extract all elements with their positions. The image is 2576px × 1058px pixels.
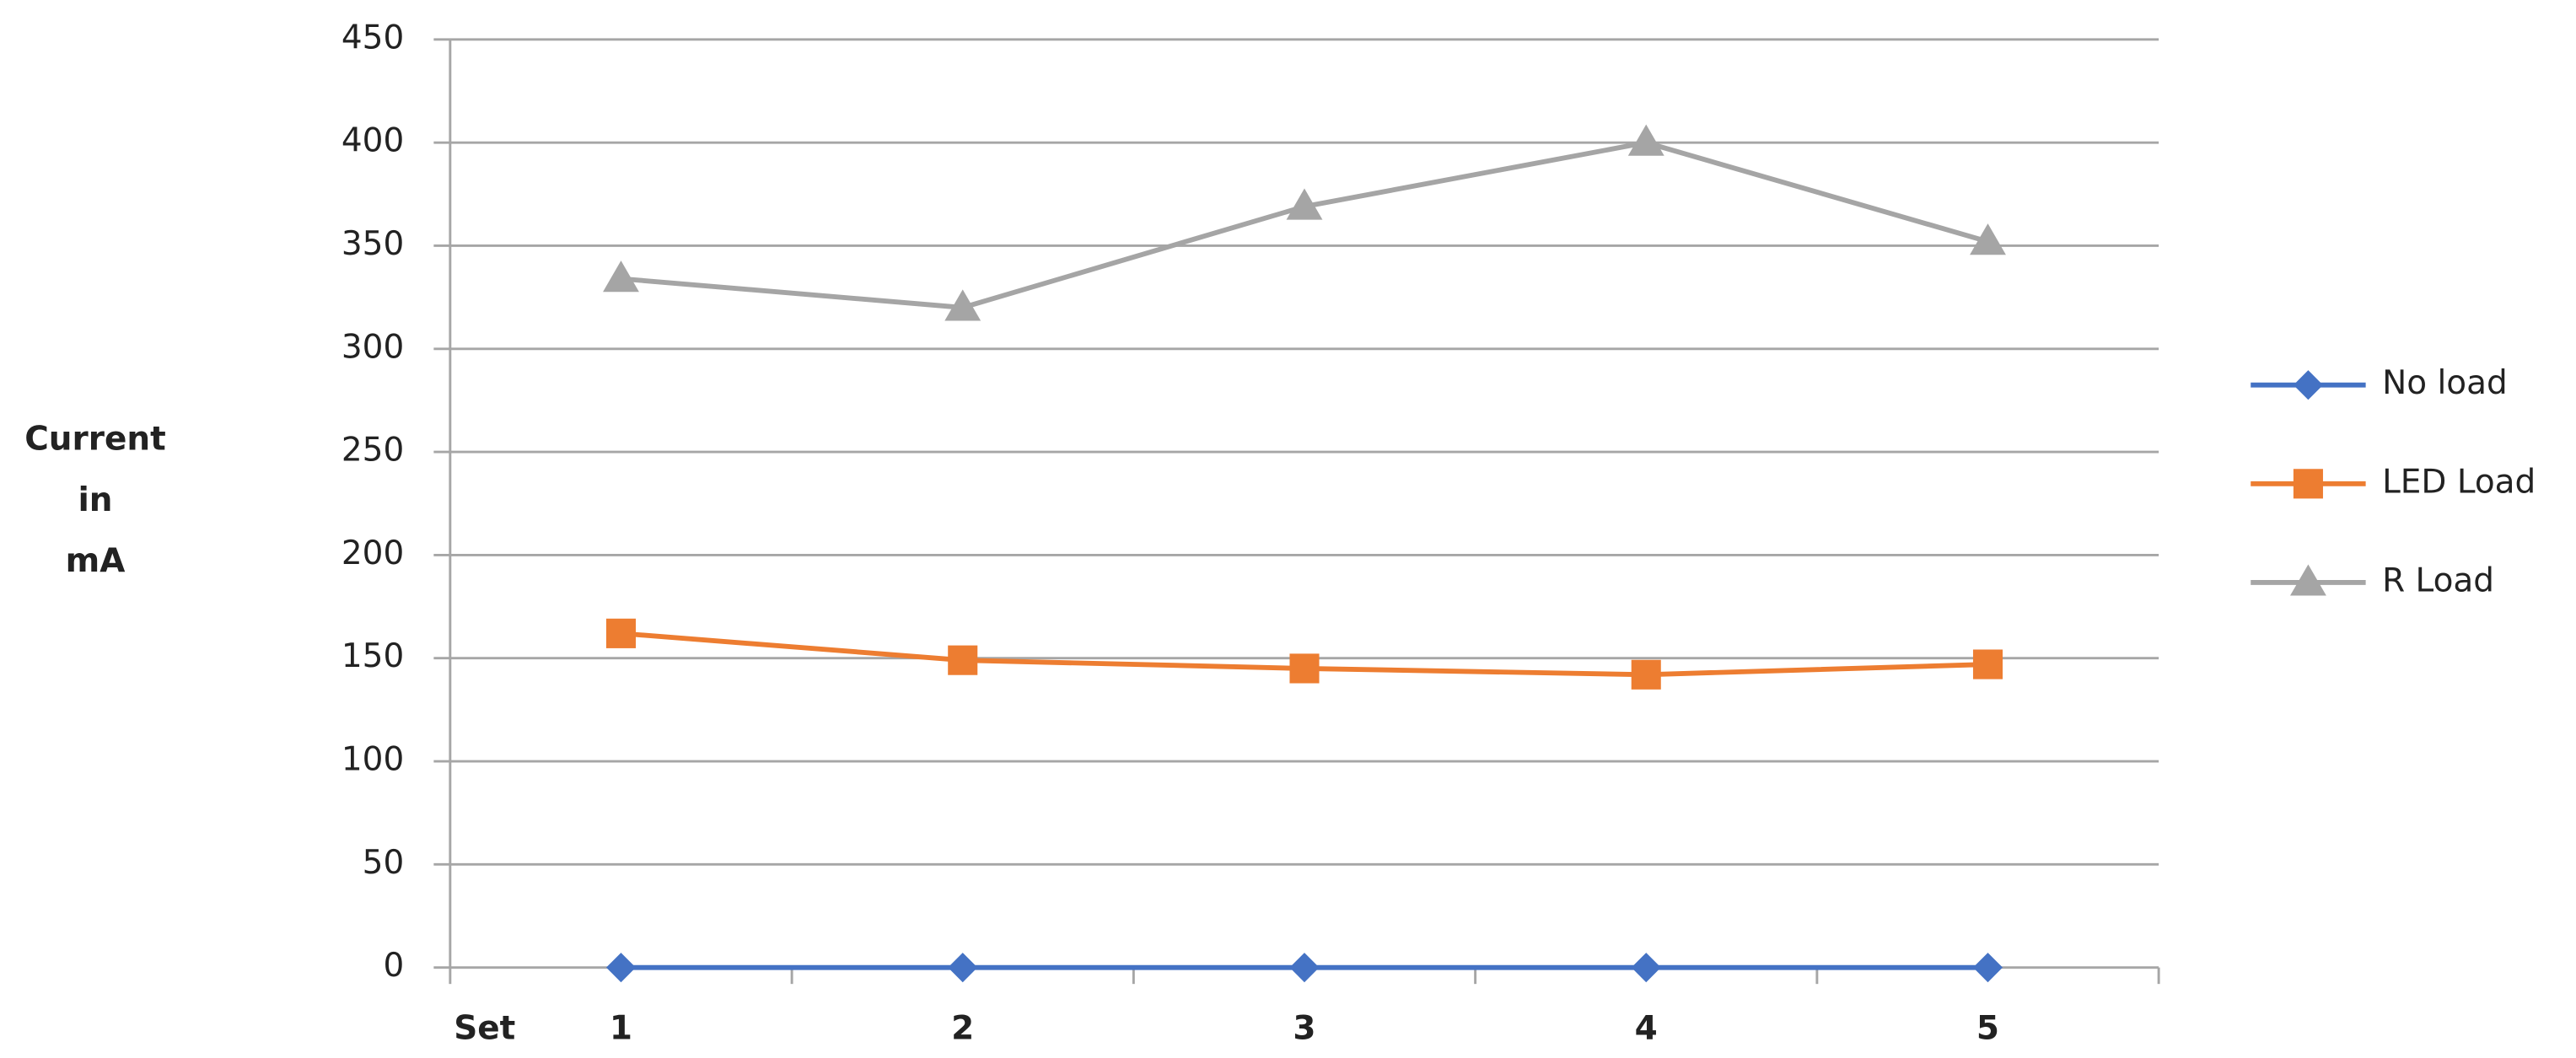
data-point <box>1631 953 1661 983</box>
legend-label: LED Load <box>2382 463 2536 501</box>
data-point <box>1631 659 1661 690</box>
x-tick-label: 4 <box>1635 1009 1658 1047</box>
data-point <box>1970 223 2006 255</box>
y-tick-label: 50 <box>363 844 405 882</box>
data-point <box>1286 188 1323 220</box>
y-tick-label: 150 <box>341 637 404 675</box>
y-tick-label: 400 <box>341 122 404 160</box>
data-point <box>948 645 978 675</box>
legend-marker <box>2293 370 2323 400</box>
data-point <box>1972 953 2003 983</box>
y-tick-label: 250 <box>341 432 404 470</box>
legend-label: R Load <box>2382 561 2494 599</box>
x-axis-label: Set <box>454 1009 515 1047</box>
data-point <box>603 260 639 293</box>
y-axis-label: Current <box>24 421 166 459</box>
y-axis-label: mA <box>66 542 126 580</box>
legend-marker <box>2293 469 2323 499</box>
data-point <box>1289 653 1320 684</box>
x-tick-label: 2 <box>951 1009 974 1047</box>
y-tick-label: 0 <box>383 947 404 985</box>
data-point <box>948 953 978 983</box>
x-tick-label: 3 <box>1293 1009 1315 1047</box>
y-tick-label: 100 <box>341 741 404 779</box>
legend-marker <box>2289 564 2326 596</box>
y-tick-label: 450 <box>341 19 404 56</box>
y-tick-label: 350 <box>341 225 404 263</box>
data-point <box>1627 124 1664 156</box>
data-point <box>1289 953 1320 983</box>
data-point <box>605 953 637 983</box>
x-tick-label: 1 <box>610 1009 632 1047</box>
data-point <box>944 289 981 321</box>
data-point <box>605 618 637 648</box>
y-tick-label: 300 <box>341 328 404 366</box>
y-axis-label: in <box>78 481 112 519</box>
y-tick-label: 200 <box>341 534 404 572</box>
data-point <box>1972 649 2003 679</box>
x-tick-label: 5 <box>1976 1009 1999 1047</box>
legend-label: No load <box>2382 364 2508 402</box>
